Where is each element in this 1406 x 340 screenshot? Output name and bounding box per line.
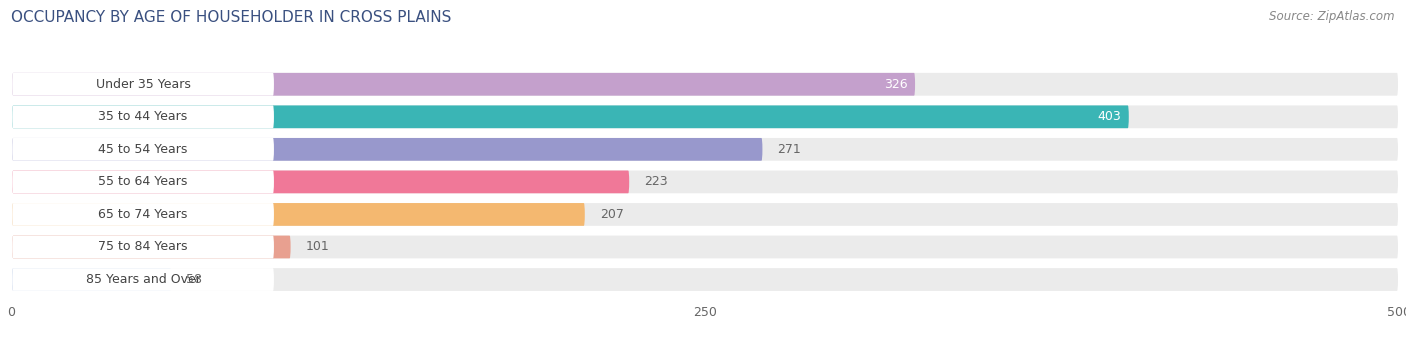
Text: 207: 207 <box>599 208 623 221</box>
FancyBboxPatch shape <box>13 268 274 291</box>
Text: 58: 58 <box>186 273 202 286</box>
FancyBboxPatch shape <box>13 203 274 226</box>
FancyBboxPatch shape <box>13 73 1398 96</box>
FancyBboxPatch shape <box>13 105 1129 128</box>
FancyBboxPatch shape <box>13 171 274 193</box>
FancyBboxPatch shape <box>13 138 1398 161</box>
FancyBboxPatch shape <box>13 203 1398 226</box>
FancyBboxPatch shape <box>13 138 762 161</box>
Text: 403: 403 <box>1098 110 1122 123</box>
Text: Under 35 Years: Under 35 Years <box>96 78 191 91</box>
Text: 65 to 74 Years: 65 to 74 Years <box>98 208 188 221</box>
FancyBboxPatch shape <box>13 73 274 96</box>
FancyBboxPatch shape <box>13 171 630 193</box>
FancyBboxPatch shape <box>13 105 274 128</box>
Text: 45 to 54 Years: 45 to 54 Years <box>98 143 188 156</box>
Text: Source: ZipAtlas.com: Source: ZipAtlas.com <box>1270 10 1395 23</box>
Text: 101: 101 <box>305 240 329 254</box>
Text: 75 to 84 Years: 75 to 84 Years <box>98 240 188 254</box>
FancyBboxPatch shape <box>13 138 274 161</box>
FancyBboxPatch shape <box>13 236 274 258</box>
FancyBboxPatch shape <box>13 236 291 258</box>
FancyBboxPatch shape <box>13 105 1398 128</box>
Text: 326: 326 <box>884 78 908 91</box>
FancyBboxPatch shape <box>13 171 1398 193</box>
FancyBboxPatch shape <box>13 268 1398 291</box>
FancyBboxPatch shape <box>13 268 172 291</box>
FancyBboxPatch shape <box>13 203 585 226</box>
Text: 35 to 44 Years: 35 to 44 Years <box>98 110 188 123</box>
Text: 271: 271 <box>778 143 801 156</box>
Text: OCCUPANCY BY AGE OF HOUSEHOLDER IN CROSS PLAINS: OCCUPANCY BY AGE OF HOUSEHOLDER IN CROSS… <box>11 10 451 25</box>
Text: 85 Years and Over: 85 Years and Over <box>86 273 201 286</box>
FancyBboxPatch shape <box>13 236 1398 258</box>
FancyBboxPatch shape <box>13 73 915 96</box>
Text: 223: 223 <box>644 175 668 188</box>
Text: 55 to 64 Years: 55 to 64 Years <box>98 175 188 188</box>
